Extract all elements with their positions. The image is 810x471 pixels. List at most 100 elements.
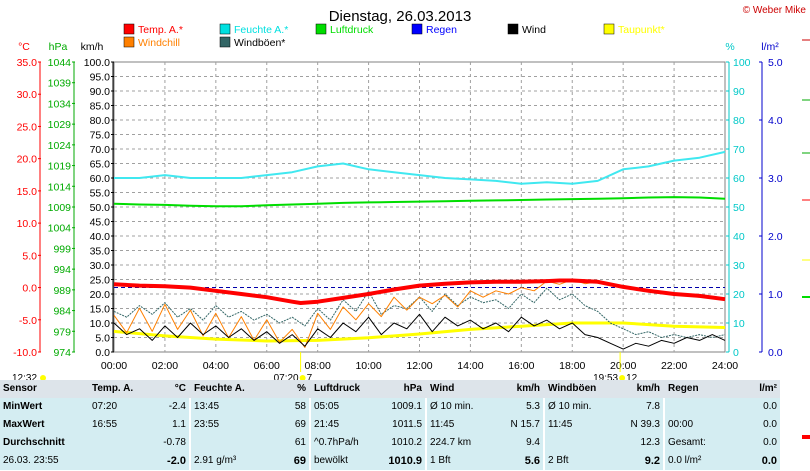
hum-tick-label: 50 [733, 202, 745, 214]
stats-cell: -2.4 [139, 398, 189, 416]
hum-tick-label: 90 [733, 86, 745, 98]
legend-swatch [411, 23, 423, 35]
marker-value-label: 7 [307, 373, 313, 384]
stats-gap [309, 434, 311, 452]
legend-label: Taupunkt* [618, 24, 665, 36]
legend-swatch [123, 36, 135, 48]
marker-time-label: 07:20 [274, 373, 299, 384]
hum-tick-label: 10 [733, 318, 745, 330]
stats-row: MaxWert 16:55 1.1 23:55 69 21:45 1011.5 11:45 N … [0, 416, 780, 434]
legend-label: Temp. A.* [138, 24, 183, 36]
legend-swatch [219, 23, 231, 35]
x-tick-label: 16:00 [508, 360, 534, 372]
wind-tick-label: 15.0 [90, 304, 111, 316]
series-line-taupunkt [113, 321, 726, 343]
hum-tick-label: 80 [733, 115, 745, 127]
stats-row: Durchschnitt -0.78 61 ^0.7hPa/h 1010.2 224.7 … [0, 434, 780, 452]
wind-tick-label: 35.0 [90, 246, 111, 258]
stats-cell: 12.3 [609, 434, 663, 452]
x-tick-label: 20:00 [610, 360, 636, 372]
stats-row: 26.03. 23:55 -2.0 2.91 g/m³ 69 bewölkt 1010.9… [0, 452, 780, 470]
stats-cell: 9.4 [499, 434, 543, 452]
stats-cell: 2 Bft [545, 452, 609, 470]
stats-row: MinWert 07:20 -2.4 13:45 58 05:05 1009.1 Ø 10 m… [0, 398, 780, 416]
stats-cell: 58 [255, 398, 309, 416]
stats-header-cell: km/h [609, 380, 663, 398]
rain-tick-label: 5.0 [768, 57, 783, 69]
press-tick-label: 989 [53, 285, 71, 297]
stats-cell: 00:00 [665, 416, 725, 434]
series-line-wind [113, 313, 726, 350]
wind-tick-label: 20.0 [90, 289, 111, 301]
legend-label: Luftdruck [330, 24, 374, 36]
temp-tick-label: 10.0 [17, 218, 38, 230]
stats-cell: 5.3 [499, 398, 543, 416]
wind-tick-label: 70.0 [90, 144, 111, 156]
x-tick-label: 02:00 [152, 360, 178, 372]
stats-header-cell: Luftdruck [311, 380, 369, 398]
press-tick-label: 1024 [48, 140, 72, 152]
temp-tick-label: 20.0 [17, 154, 38, 166]
stats-cell: 69 [255, 416, 309, 434]
stats-gap [189, 452, 191, 470]
axis-units: °C hPa km/h% l/m² [18, 41, 779, 53]
stats-header-cell: % [255, 380, 309, 398]
stats-cell: Durchschnitt [0, 434, 89, 452]
press-tick-label: 1029 [48, 119, 72, 131]
chart-markers: 07:20 7 19:53 12 [274, 352, 638, 384]
stats-header-cell: °C [139, 380, 189, 398]
stats-cell: bewölkt [311, 452, 369, 470]
legend-label: Windchill [138, 37, 180, 49]
wind-tick-label: 10.0 [90, 318, 111, 330]
stats-cell: 13:45 [191, 398, 255, 416]
legend-label: Wind [522, 24, 546, 36]
wind-unit-label: km/h [81, 41, 104, 53]
temp-unit-label: °C [18, 41, 30, 53]
stats-cell: Ø 10 min. [545, 398, 609, 416]
stats-cell [89, 434, 139, 452]
marker-value-label: 12 [626, 373, 638, 384]
stats-header-cell: Sensor [0, 380, 89, 398]
press-tick-label: 999 [53, 243, 71, 255]
stats-cell: 05:05 [311, 398, 369, 416]
wind-tick-label: 25.0 [90, 275, 111, 287]
stats-gap [425, 452, 427, 470]
stats-gap [189, 416, 191, 434]
stats-gap [189, 380, 191, 398]
stats-gap [543, 380, 545, 398]
temp-tick-label: 35.0 [17, 57, 38, 69]
rain-tick-label: 3.0 [768, 173, 783, 185]
stats-gap [309, 416, 311, 434]
stats-cell: 1010.2 [369, 434, 425, 452]
stats-cell: N 15.7 [499, 416, 543, 434]
stats-cell: 23:55 [191, 416, 255, 434]
stats-cell: 2.91 g/m³ [191, 452, 255, 470]
stats-cell: ^0.7hPa/h [311, 434, 369, 452]
stats-cell [665, 398, 725, 416]
wind-tick-label: 40.0 [90, 231, 111, 243]
series-line-feuchte-a [114, 150, 726, 185]
series-line-windb-en [113, 287, 726, 338]
x-tick-label: 22:00 [661, 360, 687, 372]
x-axis: 00:00 02:00 04:00 06:00 08:00 10:00 12:00 14:00… [101, 360, 738, 372]
stats-gap [543, 416, 545, 434]
rain-tick-label: 1.0 [768, 289, 783, 301]
stats-cell [191, 434, 255, 452]
stats-header-row: Sensor Temp. A. °C Feuchte A.% Luftdruck hPa W… [0, 380, 780, 398]
stats-cell: Ø 10 min. [427, 398, 499, 416]
wind-tick-label: 90.0 [90, 86, 111, 98]
press-tick-label: 984 [53, 306, 71, 318]
press-tick-label: 1004 [48, 223, 72, 235]
hum-tick-label: 100 [733, 57, 751, 69]
stats-gap [663, 398, 665, 416]
marker-time-label: 19:53 [593, 373, 618, 384]
stats-cell: 21:45 [311, 416, 369, 434]
wind-tick-label: 95.0 [90, 72, 111, 84]
timestamp-dot [40, 375, 46, 381]
stats-gap [663, 416, 665, 434]
legend-swatch [219, 36, 231, 48]
wind-tick-label: 65.0 [90, 159, 111, 171]
stats-cell: 1010.9 [369, 452, 425, 470]
stats-gap [543, 434, 545, 452]
x-tick-label: 14:00 [457, 360, 483, 372]
